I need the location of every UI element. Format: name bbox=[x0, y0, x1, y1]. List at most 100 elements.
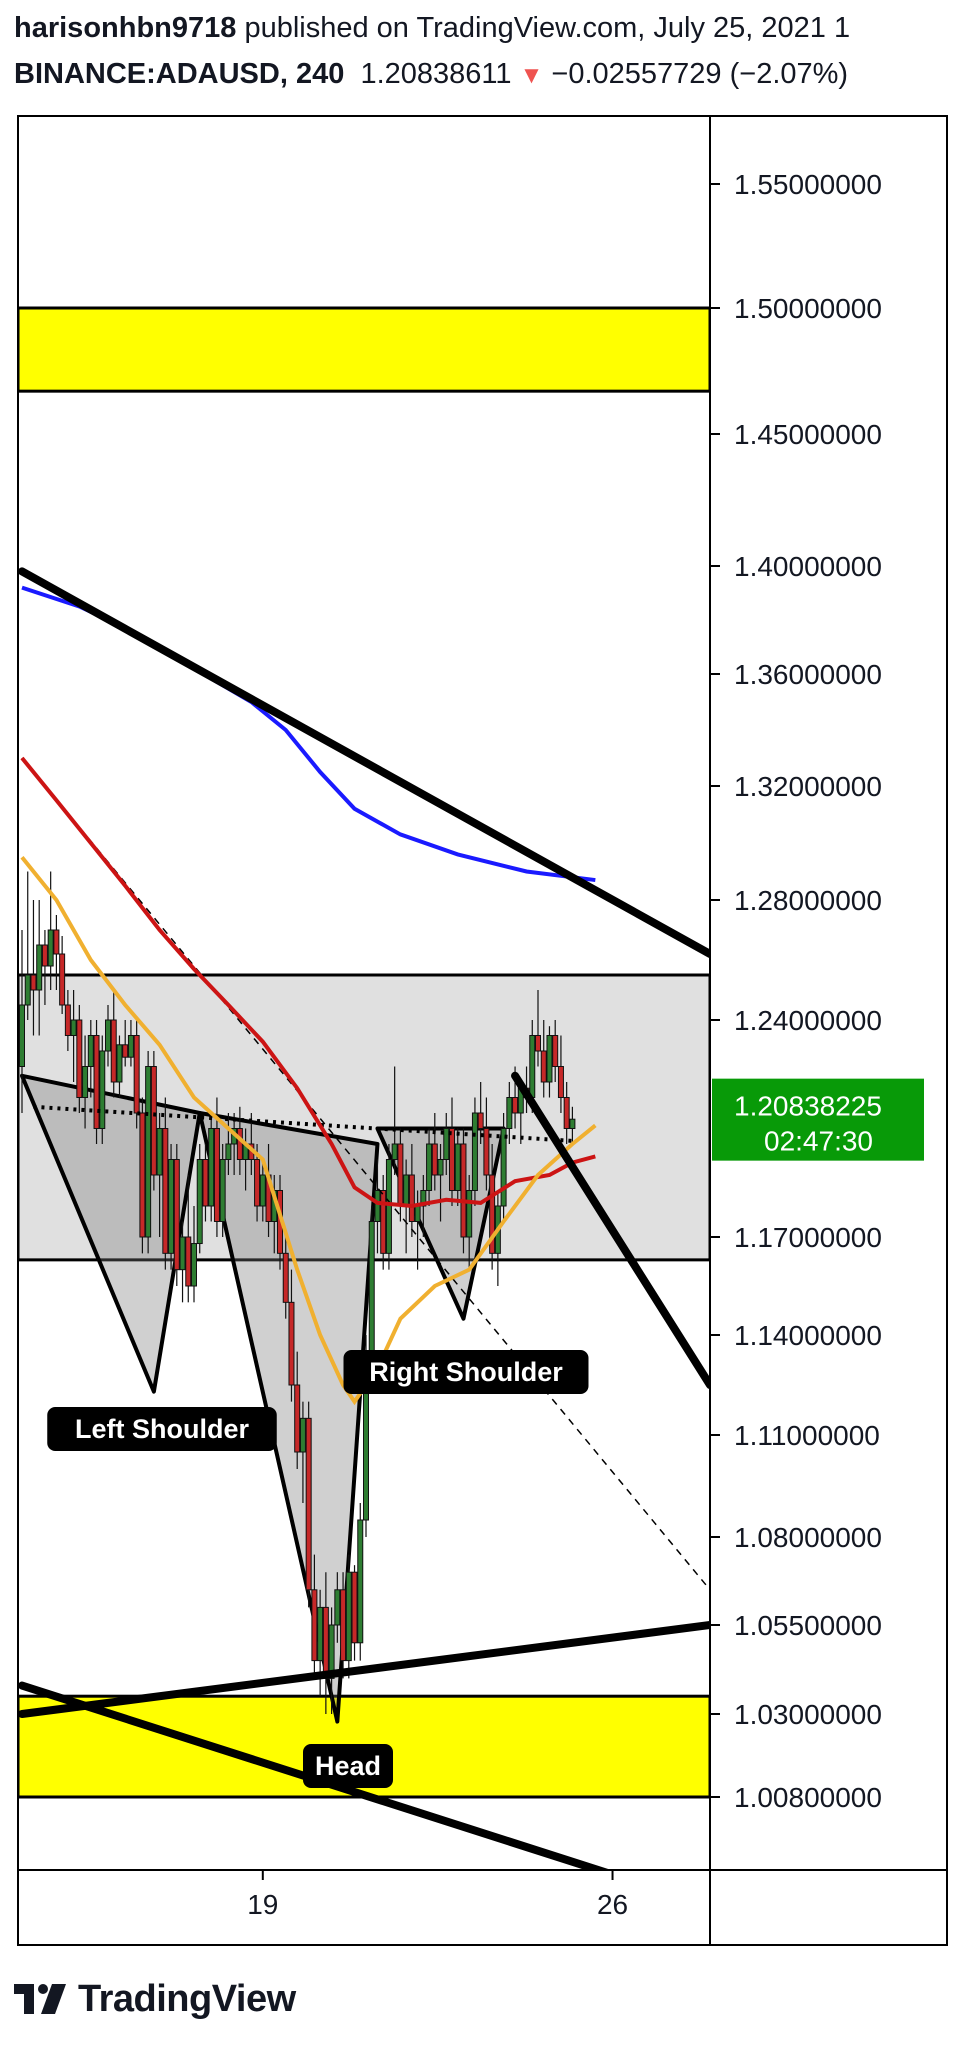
candle-body bbox=[219, 1159, 226, 1222]
descending-resistance-line bbox=[18, 567, 710, 958]
candle-body bbox=[76, 1019, 83, 1098]
candle-body bbox=[208, 1128, 215, 1207]
candle-body bbox=[87, 1035, 94, 1067]
y-tick-label: 1.28000000 bbox=[734, 885, 882, 916]
candle-body bbox=[150, 1066, 157, 1176]
candle-body bbox=[460, 1143, 467, 1238]
candle-body bbox=[317, 1606, 324, 1662]
candle-body bbox=[82, 1066, 89, 1098]
candle-body bbox=[540, 1050, 547, 1083]
candle-body bbox=[380, 1190, 387, 1254]
candle-body bbox=[454, 1143, 461, 1191]
candle-body bbox=[552, 1035, 559, 1067]
publish-info: harisonhbn9718 published on TradingView.… bbox=[14, 12, 850, 45]
candle-body bbox=[477, 1112, 484, 1129]
candle-body bbox=[506, 1097, 513, 1129]
moving-average-red bbox=[20, 756, 596, 1209]
y-tick-label: 1.50000000 bbox=[734, 293, 882, 324]
y-tick-label: 1.00800000 bbox=[734, 1782, 882, 1813]
tradingview-logo-icon bbox=[14, 1984, 66, 2014]
candle-body bbox=[24, 974, 31, 1006]
right-shoulder-label-bg bbox=[343, 1350, 589, 1394]
y-tick-label: 1.08000000 bbox=[734, 1522, 882, 1553]
left-shoulder-label: Left Shoulder bbox=[75, 1414, 249, 1444]
last-price-bg bbox=[712, 1078, 924, 1161]
chart-frame bbox=[17, 115, 948, 1946]
left-shoulder-label-group: Left Shoulder bbox=[47, 1407, 277, 1451]
candle-body bbox=[41, 944, 48, 967]
candle-body bbox=[116, 1044, 123, 1083]
candle-body bbox=[563, 1097, 570, 1129]
candle-body bbox=[449, 1128, 455, 1191]
candle-body bbox=[489, 1174, 496, 1254]
candle-body bbox=[70, 1019, 77, 1036]
down-arrow-icon: ▼ bbox=[519, 62, 544, 89]
candle-body bbox=[133, 1035, 140, 1114]
candle-body bbox=[414, 1205, 421, 1222]
candle-body bbox=[173, 1159, 180, 1271]
candle-body bbox=[213, 1128, 220, 1222]
candle-body bbox=[19, 1004, 25, 1067]
candle-body bbox=[443, 1128, 450, 1160]
last-price-marker: 1.20838225 02:47:30 bbox=[712, 1078, 924, 1161]
candle-body bbox=[357, 1519, 364, 1644]
tradingview-logo[interactable]: TradingView bbox=[14, 1978, 296, 2020]
candle-body bbox=[162, 1128, 169, 1254]
candle-body bbox=[254, 1159, 261, 1207]
candle-body bbox=[557, 1066, 564, 1098]
candle-body bbox=[466, 1190, 473, 1238]
candle-body bbox=[156, 1128, 163, 1176]
symbol-line: BINANCE:ADAUSD, 240 1.20838611 ▼ −0.0255… bbox=[14, 58, 848, 91]
candle-body bbox=[59, 953, 66, 1006]
candle-body bbox=[47, 929, 54, 967]
candle-body bbox=[53, 929, 60, 955]
candle-body bbox=[202, 1159, 209, 1207]
candle-body bbox=[259, 1174, 266, 1207]
candle-body bbox=[569, 1118, 576, 1129]
candle-body bbox=[328, 1624, 335, 1679]
candle-body bbox=[351, 1571, 358, 1644]
candle-body bbox=[431, 1143, 438, 1176]
y-tick-label: 1.05500000 bbox=[734, 1610, 882, 1641]
candle-body bbox=[36, 944, 43, 991]
y-tick-label: 1.14000000 bbox=[734, 1320, 882, 1351]
candle-body bbox=[437, 1159, 444, 1176]
left-shoulder-label-bg bbox=[47, 1407, 277, 1451]
candle-body bbox=[535, 1035, 541, 1052]
candle-body bbox=[127, 1035, 134, 1058]
candle-body bbox=[282, 1252, 289, 1303]
candle-body bbox=[93, 1035, 100, 1129]
candle-body bbox=[529, 1035, 536, 1098]
head-label-bg bbox=[303, 1744, 393, 1788]
candle-body bbox=[139, 1112, 146, 1238]
ascending-support-line bbox=[18, 1621, 710, 1718]
candle-body bbox=[299, 1417, 306, 1453]
candle-body bbox=[471, 1112, 478, 1191]
range-zone bbox=[18, 973, 710, 1262]
candle-body bbox=[225, 1143, 232, 1160]
candle-body bbox=[311, 1589, 318, 1662]
candle-body bbox=[374, 1190, 381, 1222]
candle-body bbox=[391, 1143, 398, 1160]
candle-body bbox=[145, 1066, 152, 1238]
candle-body bbox=[99, 1050, 106, 1129]
last-price-countdown: 02:47:30 bbox=[764, 1126, 873, 1157]
candle-body bbox=[420, 1190, 427, 1207]
y-tick-label: 1.32000000 bbox=[734, 771, 882, 802]
last-price: 1.20838611 bbox=[360, 58, 512, 90]
right-shoulder-label-group: Right Shoulder bbox=[343, 1350, 589, 1394]
candle-body bbox=[168, 1159, 175, 1254]
candle-body bbox=[426, 1143, 433, 1191]
right-shoulder-label: Right Shoulder bbox=[369, 1357, 563, 1387]
price-chart[interactable]: Left Shoulder Head Right Shoulder 1.5500000… bbox=[0, 0, 972, 1975]
author-name[interactable]: harisonhbn9718 bbox=[14, 12, 237, 44]
moving-average-orange bbox=[20, 855, 597, 1406]
descending-channel-line bbox=[511, 1071, 710, 1389]
candle-body bbox=[191, 1243, 197, 1287]
x-tick-label: 19 bbox=[247, 1889, 278, 1920]
candle-body bbox=[334, 1589, 341, 1626]
candle-body bbox=[408, 1174, 415, 1222]
candle-body bbox=[236, 1128, 243, 1160]
candle-body bbox=[546, 1035, 553, 1083]
candle-body bbox=[403, 1174, 410, 1207]
